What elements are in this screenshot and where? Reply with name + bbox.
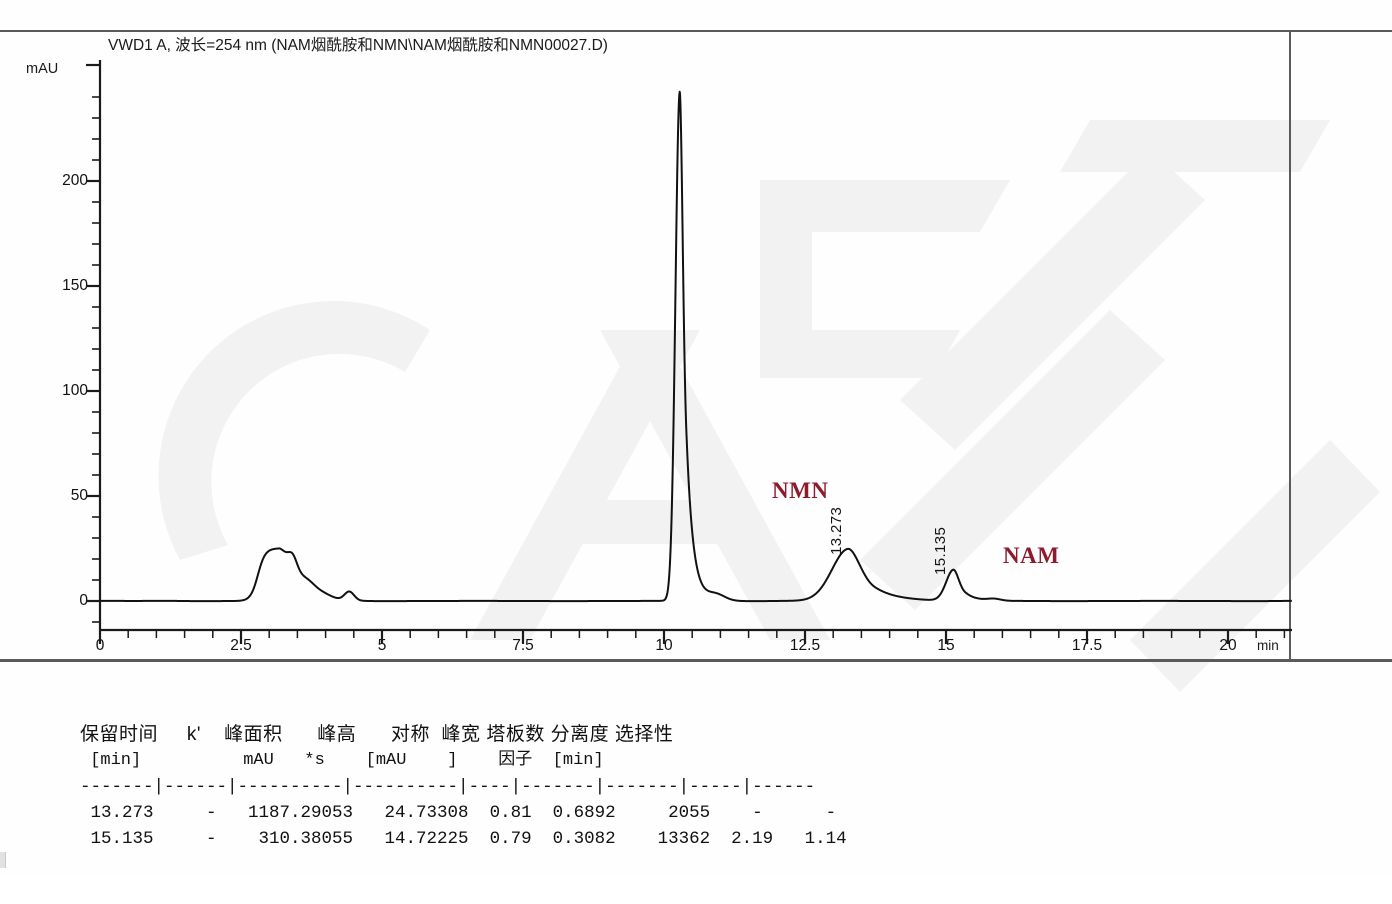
report-page: VWD1 A, 波长=254 nm (NAM烟酰胺和NMN\NAM烟酰胺和NMN…	[0, 30, 1392, 868]
x-tick-label-10: 10	[655, 637, 673, 654]
chart-title: VWD1 A, 波长=254 nm (NAM烟酰胺和NMN\NAM烟酰胺和NMN…	[108, 37, 608, 54]
table-row: 13.273 - 1187.29053 24.73308 0.81 0.6892…	[80, 803, 837, 823]
peak-label-rt-13_273: 13.273	[828, 506, 845, 555]
y-minor-ticks	[92, 96, 100, 623]
chromatogram-plot	[0, 48, 1300, 648]
y-tick-label-200: 200	[62, 172, 88, 189]
compound-label-nmn: NMN	[772, 478, 829, 503]
x-tick-label-2_5: 2.5	[230, 637, 252, 654]
y-tick-label-0: 0	[79, 592, 88, 609]
x-tick-label-5: 5	[377, 637, 387, 654]
peak-label-rt-15_135: 15.135	[932, 526, 949, 575]
y-major-ticks	[86, 63, 100, 603]
x-ticks	[98, 630, 1286, 644]
y-axis-unit-label: mAU	[26, 61, 59, 77]
frame-right-rule	[1289, 30, 1291, 660]
table-row: 15.135 - 310.38055 14.72225 0.79 0.3082 …	[80, 829, 847, 849]
y-tick-label-100: 100	[62, 382, 88, 399]
x-axis-unit-label: min	[1257, 638, 1279, 653]
y-tick-label-50: 50	[70, 487, 88, 504]
chromatogram-svg	[86, 60, 1293, 644]
frame-top-rule	[0, 30, 1392, 32]
compound-label-nam: NAM	[1003, 543, 1060, 568]
table-separator: -------|------|----------|----------|---…	[80, 777, 816, 797]
chromatogram-trace	[99, 90, 1293, 603]
x-tick-label-20: 20	[1219, 637, 1237, 654]
frame-middle-rule	[0, 659, 1392, 662]
x-tick-label-15: 15	[937, 637, 955, 654]
x-tick-label-17_5: 17.5	[1071, 637, 1103, 654]
y-tick-label-150: 150	[62, 277, 88, 294]
x-tick-label-7_5: 7.5	[512, 637, 534, 654]
x-tick-label-12_5: 12.5	[789, 637, 821, 654]
table-header-line1: 保留时间 k' 峰面积 峰高 对称 峰宽 塔板数 分离度 选择性	[80, 724, 674, 745]
table-header-line2: [min] mAU *s [mAU ] 因子 [min]	[80, 751, 604, 770]
x-tick-label-0: 0	[95, 637, 105, 654]
page-edge-mark	[0, 852, 6, 868]
peak-results-table: 保留时间 k' 峰面积 峰高 对称 峰宽 塔板数 分离度 选择性 [min] m…	[80, 696, 1280, 904]
